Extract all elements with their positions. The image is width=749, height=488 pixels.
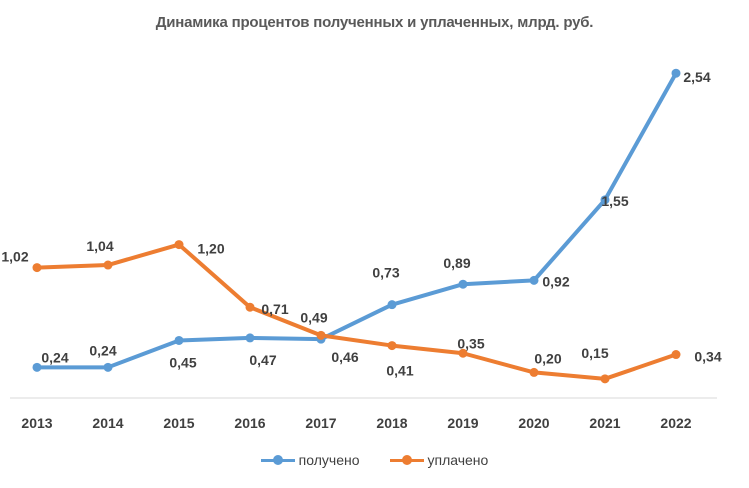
data-point — [174, 240, 184, 250]
data-label: 0,47 — [249, 352, 276, 368]
x-tick-label: 2014 — [92, 415, 123, 431]
data-point — [600, 374, 610, 384]
legend-item-paid: уплачено — [389, 452, 489, 468]
data-label: 0,92 — [542, 273, 569, 289]
data-point — [529, 367, 539, 377]
data-point — [103, 260, 113, 270]
data-label: 0,24 — [41, 349, 68, 365]
legend: получено уплачено — [0, 452, 749, 468]
data-point — [387, 341, 397, 351]
x-axis-ticks: 2013 2014 2015 2016 2017 2018 2019 2020 2021 2022 — [21, 415, 691, 431]
x-tick-label: 2017 — [305, 415, 336, 431]
data-point — [458, 279, 468, 289]
data-label: 1,04 — [86, 238, 113, 254]
data-point — [600, 195, 610, 205]
data-label: 1,02 — [1, 249, 28, 265]
chart-title: Динамика процентов полученных и уплаченн… — [155, 14, 594, 31]
data-label: 0,15 — [581, 345, 608, 361]
data-point — [316, 330, 326, 340]
legend-label-paid: уплачено — [427, 452, 489, 468]
data-label: 0,35 — [457, 335, 484, 351]
data-point — [387, 300, 397, 310]
data-point — [32, 263, 42, 273]
x-tick-label: 2020 — [518, 415, 549, 431]
data-label: 0,46 — [331, 349, 358, 365]
x-tick-label: 2016 — [234, 415, 265, 431]
data-point — [671, 68, 681, 78]
x-tick-label: 2021 — [589, 415, 620, 431]
data-point — [103, 362, 113, 372]
x-tick-label: 2018 — [376, 415, 407, 431]
data-label: 0,71 — [261, 301, 288, 317]
data-point — [245, 302, 255, 312]
data-point — [458, 348, 468, 358]
data-label: 0,89 — [443, 255, 470, 271]
data-point — [32, 362, 42, 372]
x-tick-label: 2015 — [163, 415, 194, 431]
series-lines — [36, 72, 678, 381]
legend-swatch-paid — [389, 455, 424, 465]
data-point — [529, 275, 539, 285]
data-label: 0,24 — [89, 342, 116, 358]
data-label: 1,20 — [197, 241, 224, 257]
data-label: 0,49 — [300, 309, 327, 325]
data-point — [671, 350, 681, 360]
data-label: 0,20 — [534, 350, 561, 366]
data-label: 1,55 — [601, 193, 628, 209]
data-label: 0,45 — [169, 354, 196, 370]
x-tick-label: 2022 — [660, 415, 691, 431]
data-label: 0,73 — [372, 265, 399, 281]
data-point — [174, 335, 184, 345]
legend-label-received: получено — [298, 452, 360, 468]
data-label: 2,54 — [683, 69, 710, 85]
x-tick-label: 2019 — [447, 415, 478, 431]
data-label: 0,34 — [694, 349, 721, 365]
data-label: 0,41 — [386, 363, 413, 379]
series-points — [32, 68, 681, 384]
series-line-0 — [37, 72, 678, 370]
legend-item-received: получено — [260, 452, 360, 468]
series-line-1 — [36, 242, 677, 381]
data-labels: 0,24 0,24 0,45 0,47 0,46 0,73 0,89 0,92 1,55 2,54… — [1, 69, 721, 378]
x-tick-label: 2013 — [21, 415, 52, 431]
data-point — [245, 333, 255, 343]
legend-swatch-received — [260, 455, 295, 465]
